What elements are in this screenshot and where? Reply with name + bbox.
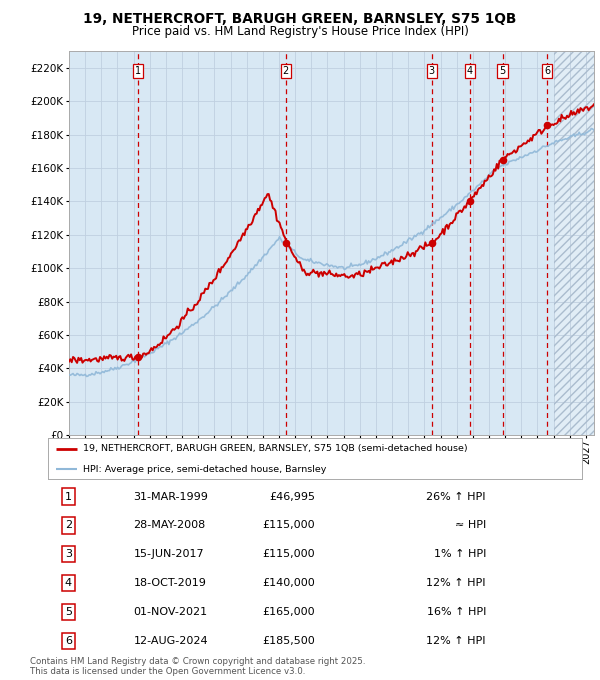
Text: 6: 6 <box>65 636 72 646</box>
Text: 4: 4 <box>65 578 72 588</box>
Text: 31-MAR-1999: 31-MAR-1999 <box>133 492 208 502</box>
Text: 5: 5 <box>65 607 72 617</box>
Text: 19, NETHERCROFT, BARUGH GREEN, BARNSLEY, S75 1QB: 19, NETHERCROFT, BARUGH GREEN, BARNSLEY,… <box>83 12 517 26</box>
Text: ≈ HPI: ≈ HPI <box>455 520 486 530</box>
Text: £165,000: £165,000 <box>262 607 315 617</box>
Text: 2: 2 <box>65 520 72 530</box>
Text: Price paid vs. HM Land Registry's House Price Index (HPI): Price paid vs. HM Land Registry's House … <box>131 25 469 38</box>
Text: 15-JUN-2017: 15-JUN-2017 <box>133 549 204 560</box>
Text: £46,995: £46,995 <box>269 492 315 502</box>
Text: 2: 2 <box>283 66 289 76</box>
Text: £115,000: £115,000 <box>262 549 315 560</box>
Text: 26% ↑ HPI: 26% ↑ HPI <box>427 492 486 502</box>
Text: 5: 5 <box>499 66 506 76</box>
Text: 1: 1 <box>134 66 141 76</box>
Text: 12% ↑ HPI: 12% ↑ HPI <box>427 578 486 588</box>
Text: 1% ↑ HPI: 1% ↑ HPI <box>434 549 486 560</box>
Text: £140,000: £140,000 <box>262 578 315 588</box>
Text: 01-NOV-2021: 01-NOV-2021 <box>133 607 208 617</box>
Text: 1: 1 <box>65 492 72 502</box>
Text: Contains HM Land Registry data © Crown copyright and database right 2025.
This d: Contains HM Land Registry data © Crown c… <box>30 657 365 677</box>
Text: 3: 3 <box>65 549 72 560</box>
Text: 3: 3 <box>429 66 435 76</box>
Text: £185,500: £185,500 <box>262 636 315 646</box>
Text: 12% ↑ HPI: 12% ↑ HPI <box>427 636 486 646</box>
Text: HPI: Average price, semi-detached house, Barnsley: HPI: Average price, semi-detached house,… <box>83 465 326 474</box>
Text: £115,000: £115,000 <box>262 520 315 530</box>
Text: 16% ↑ HPI: 16% ↑ HPI <box>427 607 486 617</box>
Text: 4: 4 <box>467 66 473 76</box>
Text: 28-MAY-2008: 28-MAY-2008 <box>133 520 206 530</box>
Text: 19, NETHERCROFT, BARUGH GREEN, BARNSLEY, S75 1QB (semi-detached house): 19, NETHERCROFT, BARUGH GREEN, BARNSLEY,… <box>83 445 467 454</box>
Text: 6: 6 <box>544 66 551 76</box>
Text: 18-OCT-2019: 18-OCT-2019 <box>133 578 206 588</box>
Text: 12-AUG-2024: 12-AUG-2024 <box>133 636 208 646</box>
